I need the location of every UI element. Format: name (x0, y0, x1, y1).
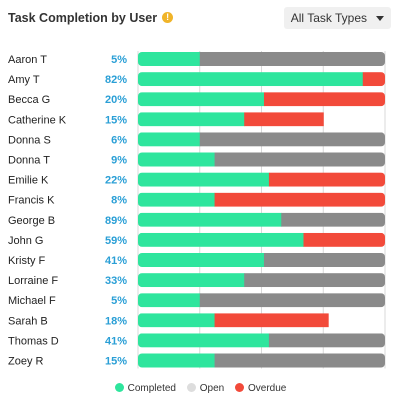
bar-open[interactable] (199, 132, 386, 147)
info-icon[interactable]: ! (162, 12, 174, 24)
category-label: Zoey R (8, 356, 44, 368)
bar-completed[interactable] (138, 353, 216, 368)
bar-completed[interactable] (138, 192, 216, 207)
task-type-filter[interactable]: All Task Types (283, 7, 391, 29)
chart-header: Task Completion by User! All Task Types (8, 7, 391, 31)
bar-open[interactable] (214, 152, 386, 167)
category-label: Amy T (8, 74, 40, 86)
legend-label-overdue: Overdue (248, 383, 287, 394)
percent-label: 59% (105, 235, 127, 247)
category-label: Francis K (8, 195, 55, 207)
bar-overdue[interactable] (244, 112, 324, 127)
bar-overdue[interactable] (214, 192, 386, 207)
percent-label: 8% (111, 195, 127, 207)
task-completion-chart: Aaron T 5% Amy T 82% Becca G 20% Catherine K 15… (8, 51, 386, 369)
bar-completed[interactable] (138, 132, 201, 147)
category-label: George B (8, 215, 55, 227)
percent-label: 33% (105, 275, 127, 287)
bar-completed[interactable] (138, 253, 265, 267)
percent-label: 41% (105, 335, 127, 347)
percent-label: 15% (105, 114, 127, 126)
bar-open[interactable] (268, 333, 386, 348)
category-label: John G (8, 235, 43, 247)
bar-completed[interactable] (138, 212, 282, 227)
category-label: Becca G (8, 94, 50, 106)
legend-item-completed[interactable]: Completed (114, 381, 176, 397)
category-label: Emilie K (8, 175, 49, 187)
bar-completed[interactable] (138, 52, 201, 66)
percent-label: 41% (105, 255, 127, 267)
percent-label: 5% (111, 54, 127, 66)
bar-open[interactable] (244, 273, 385, 288)
legend-label-completed: Completed (127, 383, 176, 394)
bar-open[interactable] (214, 353, 386, 368)
bar-completed[interactable] (138, 92, 265, 107)
bar-completed[interactable] (138, 112, 245, 127)
category-label: Lorraine F (8, 275, 58, 287)
bar-overdue[interactable] (362, 72, 386, 87)
chart-legend: Completed Open Overdue (0, 381, 401, 397)
legend-item-open[interactable]: Open (186, 381, 225, 397)
bar-completed[interactable] (138, 313, 216, 328)
category-label: Thomas D (8, 335, 59, 347)
bar-completed[interactable] (138, 293, 201, 308)
bar-open[interactable] (199, 293, 386, 308)
bar-completed[interactable] (138, 333, 270, 348)
percent-label: 15% (105, 356, 127, 368)
bar-overdue[interactable] (303, 232, 385, 247)
task-type-filter-label: All Task Types (290, 11, 367, 25)
category-label: Kristy F (8, 255, 46, 267)
legend-item-overdue[interactable]: Overdue (235, 381, 286, 397)
bar-overdue[interactable] (263, 92, 386, 107)
chart-title: Task Completion by User (8, 11, 158, 25)
chevron-down-icon (376, 16, 384, 21)
percent-label: 18% (105, 315, 127, 327)
bar-open[interactable] (281, 212, 385, 227)
bar-completed[interactable] (138, 273, 245, 288)
category-label: Michael F (8, 295, 56, 307)
percent-label: 6% (111, 134, 127, 146)
legend-swatch-completed (114, 383, 124, 392)
percent-label: 9% (111, 155, 127, 167)
percent-label: 89% (105, 215, 127, 227)
bar-completed[interactable] (138, 152, 216, 167)
bar-open[interactable] (199, 52, 386, 66)
category-label: Aaron T (8, 54, 47, 66)
bar-completed[interactable] (138, 232, 304, 247)
bar-completed[interactable] (138, 172, 270, 187)
category-label: Donna S (8, 134, 51, 146)
category-label: Donna T (8, 155, 50, 167)
percent-label: 5% (111, 295, 127, 307)
category-label: Catherine K (8, 114, 67, 126)
bar-completed[interactable] (138, 72, 364, 87)
percent-label: 22% (105, 175, 127, 187)
legend-swatch-overdue (235, 383, 245, 392)
legend-label-open: Open (199, 383, 225, 394)
legend-swatch-open (186, 383, 196, 392)
bar-open[interactable] (263, 253, 386, 267)
bar-overdue[interactable] (214, 313, 329, 328)
category-label: Sarah B (8, 315, 48, 327)
percent-label: 20% (105, 94, 127, 106)
chart-title-wrap: Task Completion by User! (8, 9, 174, 27)
percent-label: 82% (105, 74, 127, 86)
bar-overdue[interactable] (268, 172, 386, 187)
